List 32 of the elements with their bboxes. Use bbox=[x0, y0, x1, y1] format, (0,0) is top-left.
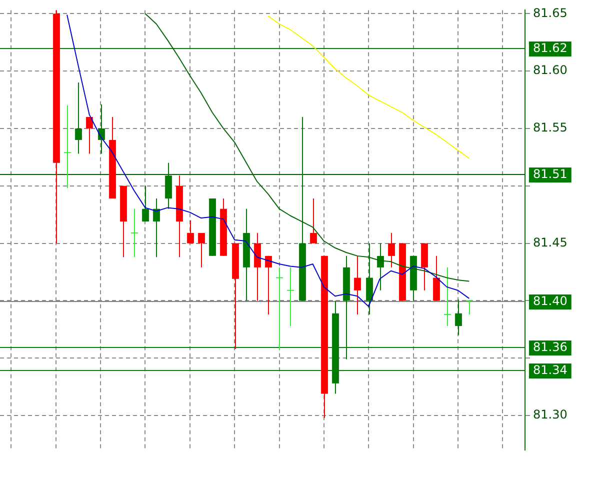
ref-line-label: 81.51 bbox=[533, 167, 568, 182]
candlestick bbox=[377, 242, 384, 291]
ref-line-label: 81.36 bbox=[533, 340, 568, 354]
candlestick bbox=[310, 198, 317, 244]
candlestick bbox=[286, 266, 294, 326]
candlestick bbox=[86, 116, 93, 154]
candlestick bbox=[276, 266, 284, 351]
y-tick-label: 81.55 bbox=[533, 120, 568, 135]
y-tick-label: 81.65 bbox=[533, 6, 568, 20]
y-tick-label: 81.45 bbox=[533, 235, 568, 250]
candlestick bbox=[142, 185, 149, 222]
candlestick bbox=[165, 162, 172, 210]
candlestick bbox=[265, 255, 272, 315]
candlestick bbox=[388, 232, 395, 268]
candlestick bbox=[64, 105, 72, 189]
candlestick bbox=[153, 198, 160, 258]
candlestick bbox=[444, 266, 452, 326]
candlestick bbox=[466, 300, 474, 315]
candlestick bbox=[354, 255, 361, 315]
ref-line-label: 81.34 bbox=[533, 363, 568, 378]
candlestick bbox=[366, 242, 373, 315]
candlestick bbox=[98, 104, 105, 154]
ref-line-label: 81.62 bbox=[533, 41, 568, 56]
y-tick-label: 81.60 bbox=[533, 63, 568, 78]
candlestick bbox=[455, 299, 462, 336]
ref-line-label: 81.40 bbox=[533, 294, 568, 308]
candlestick bbox=[198, 232, 205, 268]
candlestick bbox=[433, 255, 440, 302]
candlestick bbox=[75, 82, 82, 154]
candlestick bbox=[130, 208, 138, 258]
candlestick bbox=[187, 220, 194, 244]
y-tick-label: 81.30 bbox=[533, 408, 568, 422]
